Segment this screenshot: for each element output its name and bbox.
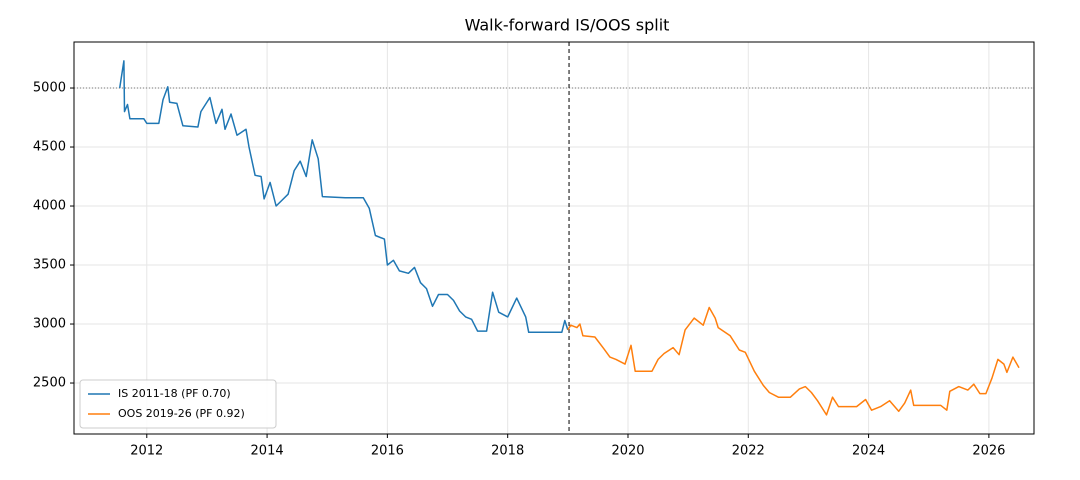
series-line (567, 306, 1020, 416)
x-tick-label: 2022 (732, 444, 765, 459)
legend-label: IS 2011-18 (PF 0.70) (118, 387, 231, 400)
chart-title: Walk-forward IS/OOS split (465, 16, 670, 35)
legend: IS 2011-18 (PF 0.70) OOS 2019-26 (PF 0.92… (79, 379, 277, 429)
y-tick-label: 5000 (33, 81, 66, 96)
x-tick-label: 2020 (611, 444, 644, 459)
x-tick-label: 2014 (251, 444, 284, 459)
y-tick-label: 3500 (33, 258, 66, 273)
y-tick-label: 4000 (33, 199, 66, 214)
x-tick-label: 2012 (130, 444, 163, 459)
series-line (118, 60, 569, 334)
x-tick-label: 2016 (371, 444, 404, 459)
legend-box (79, 379, 277, 429)
y-tick-label: 2500 (33, 376, 66, 391)
y-tick-label: 3000 (33, 317, 66, 332)
plot-frame (73, 41, 1035, 435)
y-tick-label: 4500 (33, 140, 66, 155)
x-tick-label: 2018 (491, 444, 524, 459)
x-tick-label: 2026 (972, 444, 1005, 459)
legend-label: OOS 2019-26 (PF 0.92) (118, 407, 245, 420)
x-tick-label: 2024 (852, 444, 885, 459)
